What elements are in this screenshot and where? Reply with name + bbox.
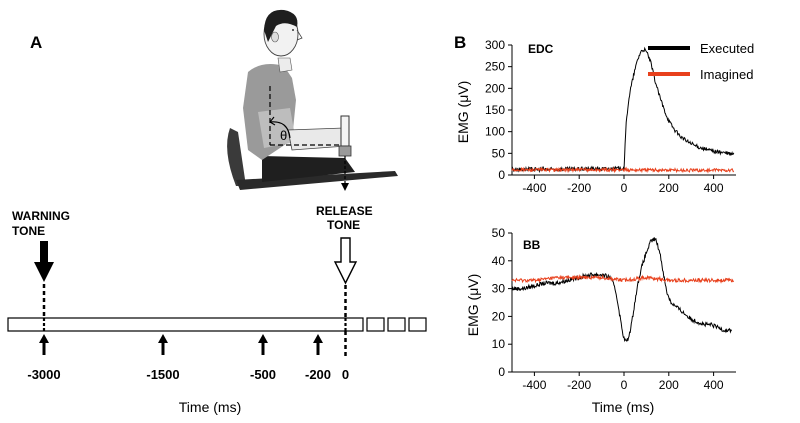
- bb-ytick-label: 50: [492, 226, 506, 240]
- edc-series: [511, 46, 735, 174]
- bb-ylabel: EMG (μV): [465, 274, 481, 337]
- open-down-arrow-icon: [333, 237, 358, 285]
- timeline-tick-label: -500: [250, 367, 276, 382]
- timeline-extra-box-2: [387, 317, 406, 332]
- bb-ytick-label: 10: [492, 337, 506, 351]
- release-tone-label-line1: RELEASE: [316, 204, 373, 218]
- bb-series: [511, 237, 734, 343]
- timeline-bar: [7, 317, 364, 332]
- edc-xtick-label: -200: [567, 181, 591, 195]
- edc-axes: 0 50 100 150 200 250 300 -400 -200 0 200 400: [485, 38, 736, 195]
- bb-ytick-label: 20: [492, 309, 506, 323]
- handle-arrow-icon: [341, 183, 349, 191]
- angle-theta: θ: [280, 128, 287, 143]
- bb-series-executed: [511, 237, 732, 343]
- legend-label-executed: Executed: [700, 41, 754, 56]
- edc-ylabel: EMG (μV): [455, 81, 471, 144]
- bb-xlabel: Time (ms): [592, 399, 654, 415]
- timeline-extra-box-1: [366, 317, 385, 332]
- bb-series-imagined: [511, 274, 734, 284]
- edc-xtick-label: 200: [659, 181, 679, 195]
- edc-ytick-label: 200: [485, 81, 505, 95]
- edc-ytick-label: 100: [485, 125, 505, 139]
- up-arrow-icon: [258, 334, 268, 343]
- timeline-extra-box-3: [408, 317, 427, 332]
- bb-ytick-label: 40: [492, 254, 506, 268]
- bb-ytick-label: 30: [492, 282, 506, 296]
- edc-ytick-label: 250: [485, 60, 505, 74]
- bb-xtick-label: 400: [704, 378, 724, 392]
- timeline-tick-label: -3000: [27, 367, 60, 382]
- handle-icon: [338, 115, 352, 157]
- panel-a-xlabel: Time (ms): [179, 399, 241, 415]
- timeline-tick-label: 0: [342, 367, 349, 382]
- timeline-ticks: -3000 -1500 -500 -200 0: [27, 331, 349, 382]
- warning-tone-label-line1: WARNING: [12, 209, 70, 223]
- timeline-tick-label: -1500: [146, 367, 179, 382]
- edc-title: EDC: [528, 42, 554, 56]
- bb-xtick-label: -400: [522, 378, 546, 392]
- panel-a-letter: A: [30, 33, 42, 52]
- edc-xtick-label: 0: [621, 181, 628, 195]
- bb-xtick-label: 0: [621, 378, 628, 392]
- bb-ytick-label: 0: [498, 365, 505, 379]
- bb-axes: 0 10 20 30 40 50 -400 -200 0 200 400: [492, 226, 736, 392]
- filled-down-arrow-icon: [34, 241, 54, 282]
- edc-chart: 0 50 100 150 200 250 300 -400 -200 0 200 400 EDC EM…: [455, 38, 736, 195]
- edc-series-imagined: [511, 166, 735, 174]
- bb-xtick-label: 200: [659, 378, 679, 392]
- bb-xtick-label: -200: [567, 378, 591, 392]
- bb-title: BB: [523, 238, 541, 252]
- legend: Executed Imagined: [648, 41, 754, 82]
- edc-ytick-label: 0: [498, 168, 505, 182]
- up-arrow-icon: [313, 334, 323, 343]
- edc-xtick-label: -400: [522, 181, 546, 195]
- seated-person-illustration: [227, 9, 398, 190]
- edc-ytick-label: 50: [492, 146, 506, 160]
- edc-ytick-label: 150: [485, 103, 505, 117]
- edc-ytick-label: 300: [485, 38, 505, 52]
- up-arrow-icon: [158, 334, 168, 343]
- release-tone-label-line2: TONE: [327, 218, 360, 232]
- up-arrow-icon: [39, 334, 49, 343]
- legend-label-imagined: Imagined: [700, 67, 753, 82]
- edc-xtick-label: 400: [704, 181, 724, 195]
- warning-tone-label-line2: TONE: [12, 224, 45, 238]
- panel-b-letter: B: [454, 33, 466, 52]
- timeline-tick-label: -200: [305, 367, 331, 382]
- bb-chart: 0 10 20 30 40 50 -400 -200 0 200 400 BB EMG (μV) T…: [465, 226, 736, 415]
